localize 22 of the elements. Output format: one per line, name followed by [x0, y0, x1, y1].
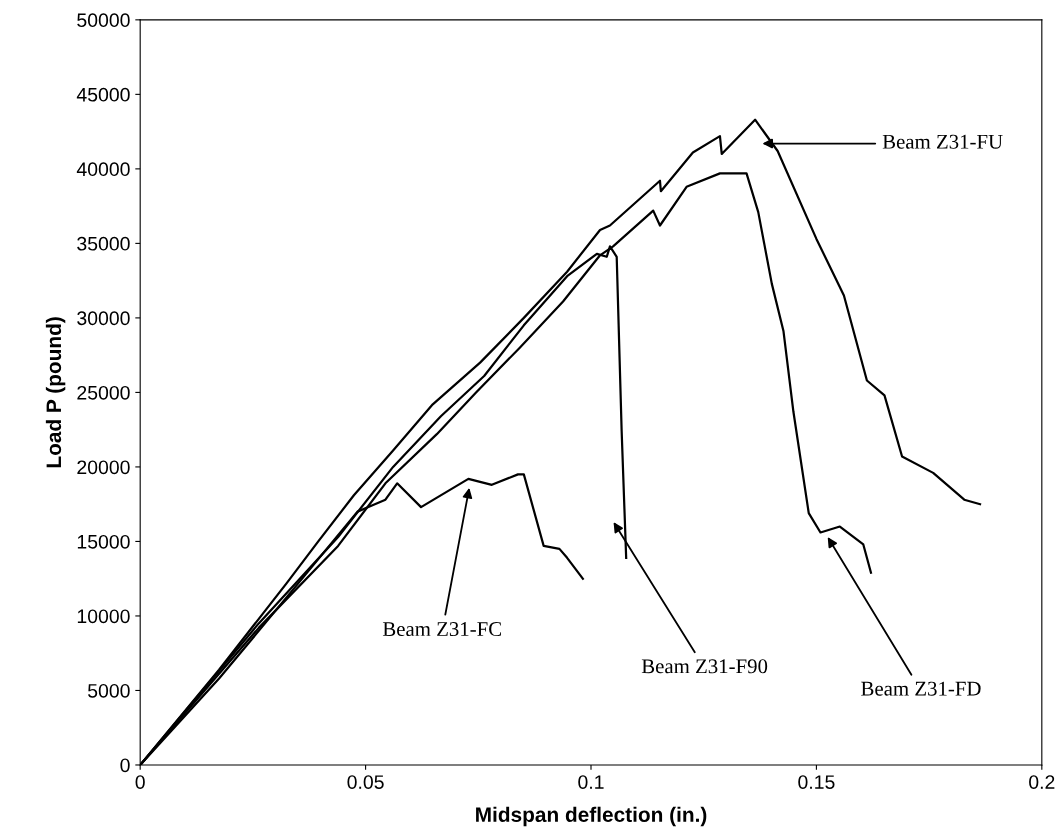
- x-tick-label: 0.1: [578, 775, 604, 789]
- annotation: Beam Z31-FC: [382, 622, 501, 637]
- annotation: Beam Z31-FD: [861, 681, 981, 696]
- y-tick-label: 0: [120, 758, 130, 773]
- y-tick-label: 40000: [76, 162, 130, 177]
- y-tick-label: 50000: [77, 13, 130, 28]
- annotation: Beam Z31-F90: [641, 659, 768, 674]
- y-tick-label: 10000: [77, 609, 130, 624]
- x-tick-label: 0.2: [1029, 775, 1055, 789]
- x-axis-title: Midspan deflection (in.): [476, 806, 707, 827]
- y-tick-label: 20000: [77, 460, 130, 475]
- y-tick-label: 35000: [77, 236, 130, 251]
- y-tick-label: 25000: [77, 385, 130, 400]
- x-tick-label: 0.15: [798, 775, 835, 789]
- x-tick-label: 0: [135, 775, 145, 789]
- y-tick-label: 45000: [76, 87, 130, 102]
- y-tick-label: 30000: [77, 311, 130, 326]
- y-tick-label: 15000: [77, 534, 130, 549]
- y-axis-title: Load P (pound): [45, 317, 66, 468]
- annotation: Beam Z31-FU: [882, 134, 1003, 149]
- y-tick-label: 5000: [87, 683, 130, 698]
- x-tick-label: 0.05: [347, 775, 384, 789]
